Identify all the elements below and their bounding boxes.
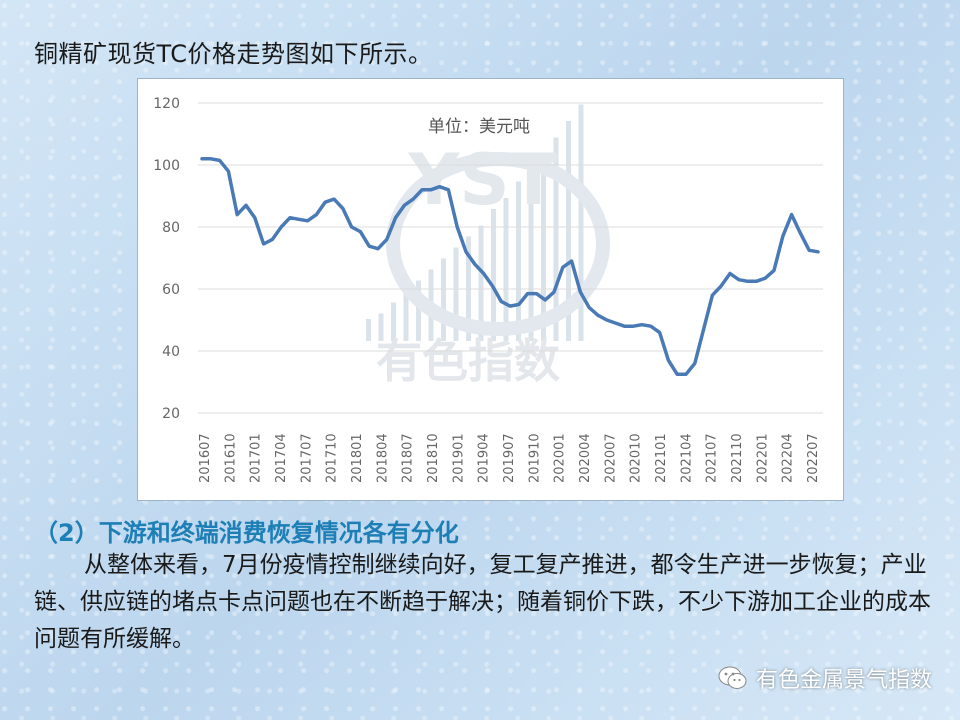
watermark-bar <box>416 280 421 341</box>
wechat-icon <box>718 666 747 689</box>
watermark-logo: YST 有色指数 <box>366 104 610 388</box>
watermark-bar <box>453 247 459 341</box>
watermark-text: 有色指数 <box>376 334 560 388</box>
x-tick-label: 202101 <box>654 433 669 483</box>
watermark-bar <box>578 104 584 341</box>
section-heading: （2）下游和终端消费恢复情况各有分化 <box>34 519 459 547</box>
watermark-ring <box>386 152 610 336</box>
watermark-bar <box>503 198 509 341</box>
watermark-bar <box>553 137 559 341</box>
watermark-bar <box>441 258 446 341</box>
series-line <box>200 157 820 377</box>
x-tick-label: 201907 <box>502 433 517 483</box>
watermark-letters: YST <box>408 139 558 221</box>
x-tick-label: 202107 <box>705 433 720 483</box>
watermark-bar <box>491 209 496 341</box>
x-tick-label: 202204 <box>781 433 796 483</box>
x-tick-label: 201607 <box>198 433 213 483</box>
x-tick-label: 201807 <box>401 433 416 483</box>
x-tick-label: 201610 <box>223 433 238 483</box>
watermark-bar <box>516 181 521 341</box>
y-axis-ticks: 120 100 80 60 40 20 <box>153 96 180 422</box>
x-tick-label: 201710 <box>325 433 340 483</box>
y-tick-label: 20 <box>162 406 180 422</box>
x-tick-label: 201707 <box>299 433 314 483</box>
x-tick-label: 202001 <box>553 433 568 483</box>
watermark-bar <box>566 121 571 341</box>
footer-brand: 有色金属景气指数 <box>718 664 932 693</box>
watermark-bar <box>541 154 546 341</box>
x-tick-label: 202207 <box>806 433 821 483</box>
y-tick-label: 120 <box>153 96 180 112</box>
x-tick-label: 201901 <box>451 433 466 483</box>
watermark-bar <box>403 291 409 341</box>
y-tick-label: 40 <box>162 344 180 360</box>
intro-text: 铜精矿现货TC价格走势图如下所示。 <box>34 40 433 68</box>
x-tick-label: 201704 <box>274 433 289 483</box>
watermark-bar <box>391 302 396 341</box>
y-tick-label: 60 <box>162 282 180 298</box>
footer-brand-text: 有色金属景气指数 <box>755 668 932 693</box>
x-tick-label: 202004 <box>578 433 593 483</box>
x-tick-label: 202104 <box>679 433 694 483</box>
watermark-bar <box>366 319 371 341</box>
unit-note: 单位：美元吨 <box>428 117 530 137</box>
y-tick-label: 80 <box>162 220 180 236</box>
x-tick-label: 201801 <box>350 433 365 483</box>
x-tick-label: 201810 <box>426 433 441 483</box>
watermark-bar <box>378 313 384 341</box>
x-tick-label: 202010 <box>629 433 644 483</box>
chart-panel: YST 有色指数 120 100 80 60 40 20 201607 201610 20170… <box>137 78 844 501</box>
x-tick-label: 201910 <box>527 433 542 483</box>
x-tick-label: 201804 <box>375 433 390 483</box>
x-tick-label: 201701 <box>249 433 264 483</box>
watermark-bar <box>528 170 534 341</box>
x-tick-label: 202110 <box>730 433 745 483</box>
body-paragraph: 从整体来看，7月份疫情控制继续向好，复工复产推进，都令生产进一步恢复；产业链、供… <box>34 552 931 652</box>
x-tick-label: 202201 <box>755 433 770 483</box>
watermark-bar <box>478 225 484 341</box>
x-tick-label: 202007 <box>603 433 618 483</box>
x-axis-ticks: 201607 201610 201701 201704 201707 201710 2018… <box>198 433 821 483</box>
x-tick-label: 201904 <box>477 433 492 483</box>
y-tick-label: 100 <box>153 158 180 174</box>
tc-price-line-chart: YST 有色指数 120 100 80 60 40 20 201607 201610 20170… <box>153 96 823 483</box>
